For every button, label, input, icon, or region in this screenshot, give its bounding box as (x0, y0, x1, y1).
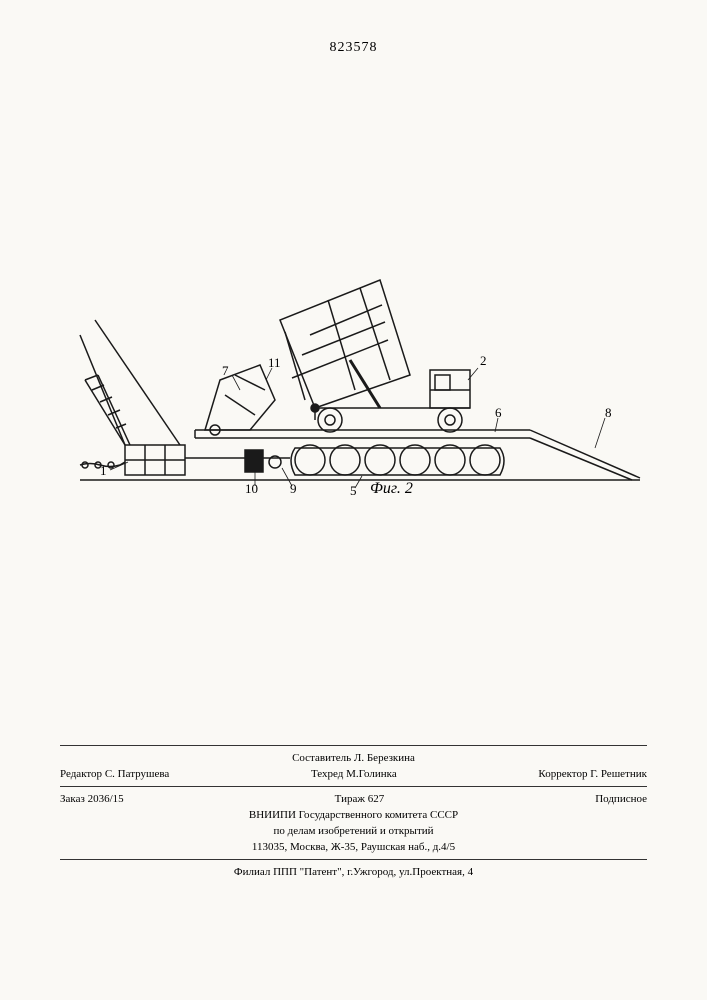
divider (60, 859, 647, 860)
patent-number: 823578 (330, 40, 378, 56)
editor: Редактор С. Патрушева (60, 768, 169, 780)
org-line-2: по делам изобретений и открытий (60, 823, 647, 839)
patent-page: 823578 (0, 0, 707, 1000)
ref-1: 1 (100, 463, 107, 479)
compiler-name: Л. Березкина (354, 752, 415, 764)
ref-10: 10 (245, 481, 258, 497)
ref-11: 11 (268, 355, 281, 371)
figure-label: Фиг. 2 (370, 480, 413, 498)
tiraj: Тираж 627 (335, 793, 385, 805)
colophon-block: Составитель Л. Березкина Редактор С. Пат… (60, 741, 647, 880)
org-address: 113035, Москва, Ж-35, Раушская наб., д.4… (60, 839, 647, 855)
ref-9: 9 (290, 481, 297, 497)
org-line-1: ВНИИПИ Государственного комитета СССР (60, 807, 647, 823)
figure-2: 1 2 5 6 7 8 9 10 11 (50, 180, 650, 530)
divider (60, 745, 647, 746)
divider (60, 786, 647, 787)
ref-8: 8 (605, 405, 612, 421)
branch-line: Филиал ППП "Патент", г.Ужгород, ул.Проек… (60, 864, 647, 880)
techred: Техред М.Голинка (311, 768, 397, 780)
ref-7: 7 (222, 363, 229, 379)
credits-row: Редактор С. Патрушева Техред М.Голинка К… (60, 766, 647, 782)
order-row: Заказ 2036/15 Тираж 627 Подписное (60, 791, 647, 807)
compiler-line: Составитель Л. Березкина (60, 750, 647, 766)
ref-5: 5 (350, 483, 357, 499)
technical-drawing (50, 180, 650, 530)
order: Заказ 2036/15 (60, 793, 124, 805)
subscription: Подписное (595, 793, 647, 805)
ref-2: 2 (480, 353, 487, 369)
corrector: Корректор Г. Решетник (538, 768, 647, 780)
ref-6: 6 (495, 405, 502, 421)
compiler-label: Составитель (292, 752, 351, 764)
